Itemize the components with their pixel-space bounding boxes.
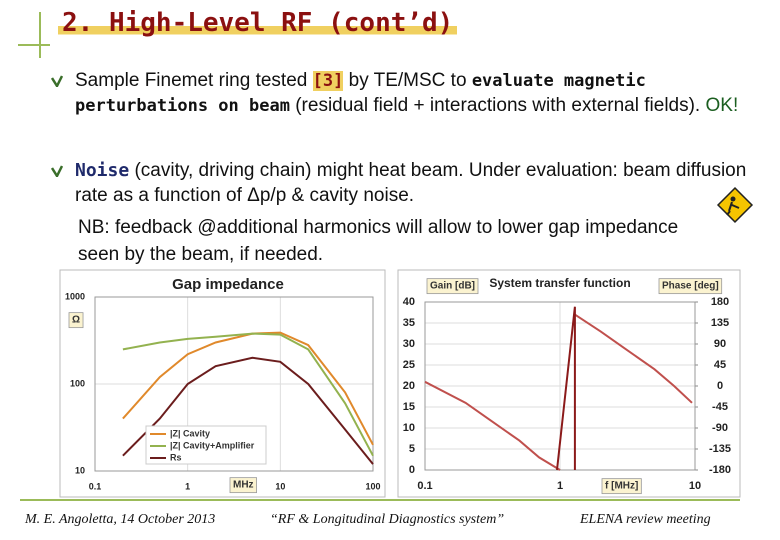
x-tick-label: 1 (557, 480, 563, 492)
footer-event: ELENA review meeting (580, 512, 711, 527)
bullet-marker (51, 165, 63, 177)
legend-label: |Z| Cavity (170, 428, 210, 438)
y2-tick-label: -45 (712, 401, 728, 413)
chart-title: Gap impedance (172, 276, 284, 293)
x-tick-label: 0.1 (89, 481, 102, 491)
text-run: (cavity, driving chain) might heat beam.… (75, 160, 747, 206)
chart-frame (397, 269, 741, 498)
y-tick-label: 0 (409, 464, 415, 476)
footer-talk: “RF & Longitudinal Diagnostics system” (270, 512, 505, 527)
y-axis-label-box (426, 278, 479, 295)
series-line (556, 306, 576, 471)
x-axis-label-box (601, 478, 642, 495)
y-tick-label: 20 (403, 380, 415, 392)
y2-tick-label: 45 (714, 359, 726, 371)
chart-title: System transfer function (489, 276, 630, 290)
series-line (424, 313, 693, 471)
y-tick-label: 10 (75, 465, 85, 475)
y2-tick-label: 90 (714, 338, 726, 350)
bullet: Noise (cavity, driving chain) might heat… (51, 158, 755, 208)
text-run: evaluate magnetic perturbations on beam (75, 71, 646, 116)
y-axis-label: Gain [dB] (430, 281, 475, 292)
y-tick-label: 10 (403, 422, 415, 434)
y-tick-label: 100 (70, 378, 85, 388)
y-axis-label: Ω (72, 315, 80, 326)
construction-icon (716, 186, 754, 224)
y-tick-label: 5 (409, 443, 415, 455)
text-run: (residual field + interactions with exte… (289, 95, 706, 116)
x-axis-label: f [MHz] (605, 481, 638, 492)
legend-label: |Z| Cavity+Amplifier (170, 440, 255, 450)
y-axis-label-box (68, 312, 84, 329)
text-run: Sample Finemet ring tested (75, 70, 313, 91)
series-line (122, 356, 374, 465)
y-tick-label: 40 (403, 296, 415, 308)
y-tick-label: 30 (403, 338, 415, 350)
x-tick-label: 0.1 (417, 480, 432, 492)
x-axis-label-box (229, 477, 257, 494)
footer-author: M. E. Angoletta, 14 October 2013 (25, 512, 216, 527)
series-line (122, 332, 374, 457)
note: NB: feedback @additional harmonics will … (78, 217, 679, 265)
text-run: by TE/MSC to (343, 70, 472, 91)
bullet-marker (51, 75, 63, 87)
y-tick-label: 15 (403, 401, 415, 413)
y-tick-label: 25 (403, 359, 415, 371)
y-tick-label: 35 (403, 317, 415, 329)
y2-axis-label: Phase [deg] (662, 281, 719, 292)
text-run: OK! (705, 95, 739, 116)
text-run: [3] (312, 71, 344, 91)
legend-label: Rs (170, 452, 182, 462)
bullet: Sample Finemet ring tested [3] by TE/MSC… (51, 68, 755, 118)
slide-title: 2. High-Level RF (cont’d) (58, 8, 458, 38)
text-run: Noise (75, 160, 130, 181)
x-axis-label: MHz (233, 480, 254, 491)
y2-tick-label: -90 (712, 422, 728, 434)
x-tick-label: 100 (365, 481, 380, 491)
y2-tick-label: 180 (711, 296, 729, 308)
y2-axis-label-box (658, 278, 723, 295)
y-tick-label: 1000 (65, 291, 85, 301)
y2-tick-label: -135 (709, 443, 731, 455)
y2-tick-label: 0 (717, 380, 723, 392)
y2-tick-label: -180 (709, 464, 731, 476)
x-tick-label: 10 (275, 481, 285, 491)
y2-tick-label: 135 (711, 317, 729, 329)
x-tick-label: 1 (185, 481, 190, 491)
plot-border (94, 296, 374, 472)
x-tick-label: 10 (689, 480, 701, 492)
